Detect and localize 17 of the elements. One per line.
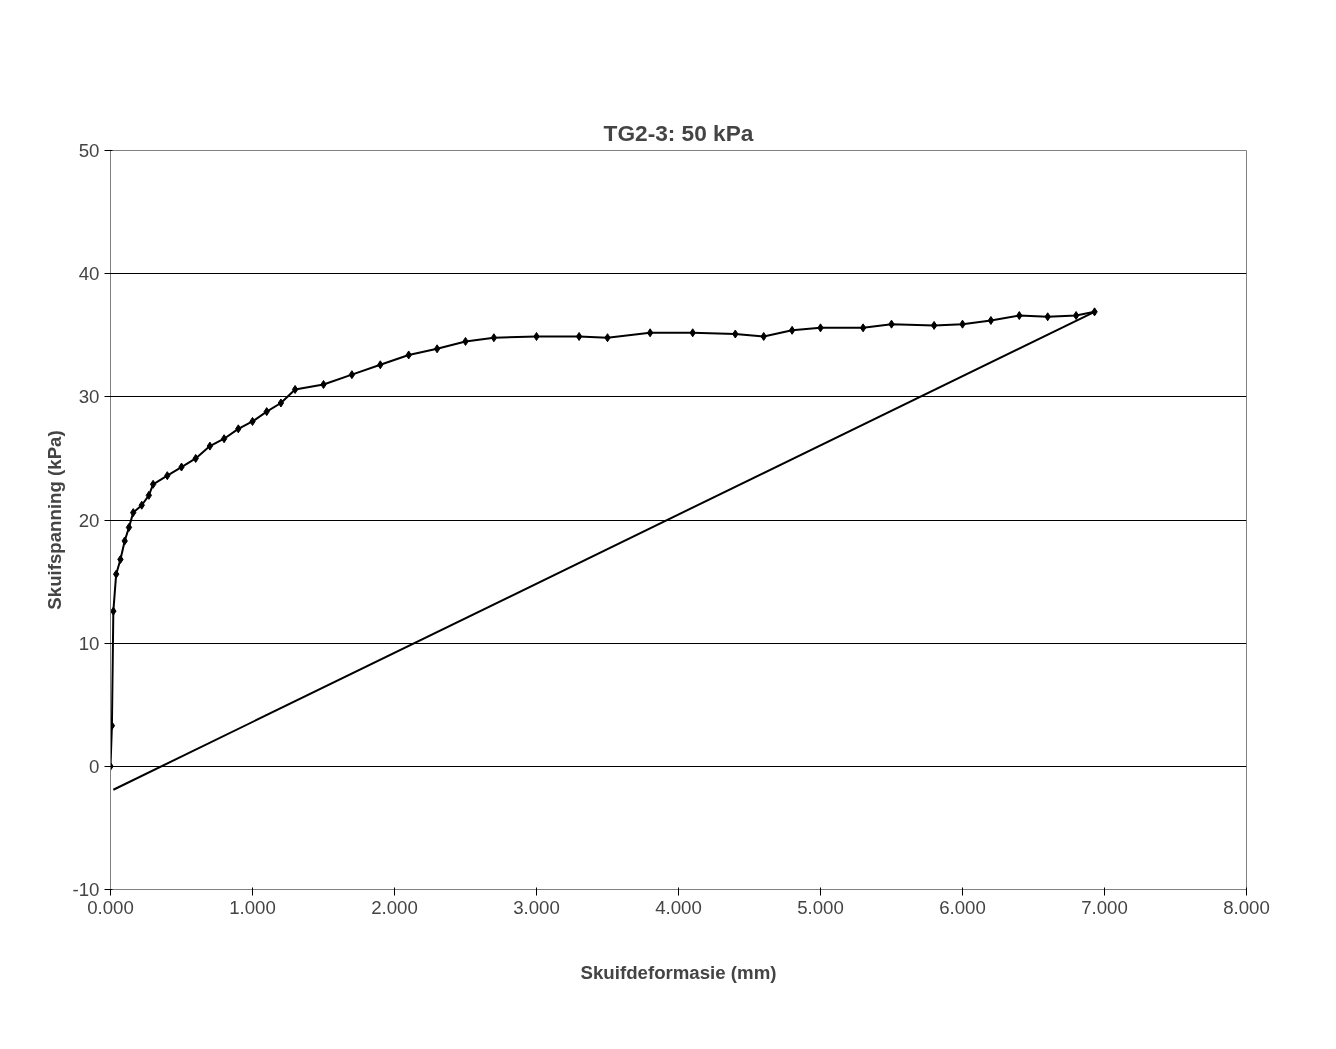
x-tick-label: 2.000 bbox=[371, 896, 418, 918]
x-tick-label: 6.000 bbox=[939, 896, 986, 918]
x-tick-label: 1.000 bbox=[229, 896, 276, 918]
x-axis-title: Skuifdeformasie (mm) bbox=[580, 961, 777, 983]
y-tick-label: 20 bbox=[78, 509, 100, 531]
y-tick-label: 30 bbox=[78, 386, 100, 408]
chart-title: TG2-3: 50 kPa bbox=[603, 119, 754, 146]
x-tick-label: 7.000 bbox=[1081, 896, 1128, 918]
x-tick-label: 5.000 bbox=[797, 896, 844, 918]
y-axis-title: Skuifspanning (kPa) bbox=[43, 430, 65, 610]
y-tick-label: 50 bbox=[78, 140, 100, 161]
y-tick-label: 40 bbox=[78, 263, 100, 285]
x-tick-label: 4.000 bbox=[655, 896, 702, 918]
y-tick-label: 10 bbox=[78, 632, 100, 654]
y-tick-label: 0 bbox=[89, 755, 100, 777]
x-tick-label: 8.000 bbox=[1223, 896, 1270, 918]
x-tick-label: 3.000 bbox=[513, 896, 560, 918]
